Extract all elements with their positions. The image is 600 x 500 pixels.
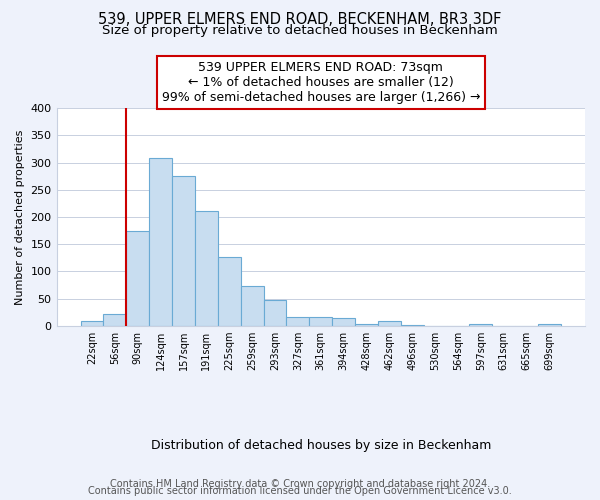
Text: Contains public sector information licensed under the Open Government Licence v3: Contains public sector information licen… [88, 486, 512, 496]
Bar [263, 300, 286, 326]
Bar [127, 231, 149, 326]
Bar [218, 257, 241, 326]
Bar [332, 318, 355, 326]
X-axis label: Distribution of detached houses by size in Beckenham: Distribution of detached houses by size … [151, 440, 491, 452]
Bar [355, 324, 378, 326]
Bar [538, 324, 561, 326]
Bar [286, 317, 310, 326]
Bar [401, 325, 424, 326]
Bar [80, 322, 103, 326]
Text: Size of property relative to detached houses in Beckenham: Size of property relative to detached ho… [102, 24, 498, 37]
Bar [378, 321, 401, 326]
Bar [172, 176, 195, 326]
Text: Contains HM Land Registry data © Crown copyright and database right 2024.: Contains HM Land Registry data © Crown c… [110, 479, 490, 489]
Bar [195, 211, 218, 326]
Bar [149, 158, 172, 326]
Bar [469, 324, 493, 326]
Text: 539, UPPER ELMERS END ROAD, BECKENHAM, BR3 3DF: 539, UPPER ELMERS END ROAD, BECKENHAM, B… [98, 12, 502, 28]
Y-axis label: Number of detached properties: Number of detached properties [15, 130, 25, 304]
Bar [241, 286, 263, 326]
Text: 539 UPPER ELMERS END ROAD: 73sqm
← 1% of detached houses are smaller (12)
99% of: 539 UPPER ELMERS END ROAD: 73sqm ← 1% of… [161, 61, 480, 104]
Bar [310, 317, 332, 326]
Bar [103, 314, 127, 326]
